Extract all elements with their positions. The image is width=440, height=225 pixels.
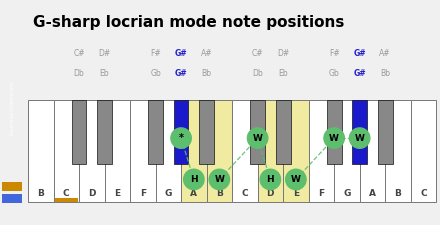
Circle shape <box>209 169 230 190</box>
Text: E: E <box>114 189 121 198</box>
Bar <box>148 100 163 164</box>
Text: basicmusictheory.com: basicmusictheory.com <box>10 81 15 135</box>
Text: H: H <box>190 175 198 184</box>
Text: H: H <box>267 175 274 184</box>
Text: Bb: Bb <box>202 69 212 78</box>
Text: G: G <box>165 189 172 198</box>
Text: Bb: Bb <box>380 69 390 78</box>
Bar <box>174 100 188 164</box>
Text: G#: G# <box>353 49 366 58</box>
Bar <box>79 100 105 202</box>
Text: W: W <box>355 134 365 143</box>
Bar <box>207 100 232 202</box>
Bar <box>283 100 308 202</box>
Bar <box>72 100 86 164</box>
Bar <box>359 100 385 202</box>
Text: W: W <box>329 134 339 143</box>
Text: G-sharp locrian mode note positions: G-sharp locrian mode note positions <box>33 15 344 30</box>
Bar <box>28 100 54 202</box>
Text: B: B <box>37 189 44 198</box>
Text: *: * <box>179 133 183 143</box>
Bar <box>97 100 112 164</box>
Bar <box>232 100 257 202</box>
Text: W: W <box>291 175 301 184</box>
Text: D#: D# <box>277 49 289 58</box>
Circle shape <box>247 128 268 148</box>
Circle shape <box>349 128 370 148</box>
Text: Db: Db <box>73 69 84 78</box>
Text: Eb: Eb <box>100 69 110 78</box>
Text: F#: F# <box>329 49 340 58</box>
Text: G#: G# <box>175 69 187 78</box>
Text: B: B <box>395 189 401 198</box>
Bar <box>181 100 207 202</box>
Text: A#: A# <box>379 49 391 58</box>
Bar <box>411 100 436 202</box>
Text: Db: Db <box>252 69 263 78</box>
Text: G#: G# <box>353 69 366 78</box>
Bar <box>54 100 79 202</box>
Bar <box>105 100 130 202</box>
Bar <box>130 100 156 202</box>
Text: F: F <box>318 189 324 198</box>
Text: Eb: Eb <box>279 69 288 78</box>
Text: C: C <box>420 189 427 198</box>
Text: A: A <box>369 189 376 198</box>
Bar <box>352 100 367 164</box>
Bar <box>308 100 334 202</box>
Bar <box>55 198 78 202</box>
Bar <box>378 100 392 164</box>
Text: Gb: Gb <box>329 69 340 78</box>
Bar <box>327 100 341 164</box>
Circle shape <box>183 169 204 190</box>
Circle shape <box>324 128 345 148</box>
Text: F: F <box>140 189 146 198</box>
Text: C: C <box>242 189 248 198</box>
Text: G: G <box>343 189 351 198</box>
Text: A: A <box>191 189 197 198</box>
Text: B: B <box>216 189 223 198</box>
Bar <box>385 100 411 202</box>
Bar <box>257 100 283 202</box>
Circle shape <box>171 128 191 148</box>
Text: Gb: Gb <box>150 69 161 78</box>
Text: W: W <box>214 175 224 184</box>
Bar <box>199 100 214 164</box>
Text: G#: G# <box>175 49 187 58</box>
Text: A#: A# <box>201 49 213 58</box>
Bar <box>3 194 22 202</box>
Circle shape <box>260 169 281 190</box>
Text: C#: C# <box>73 49 85 58</box>
Text: C: C <box>63 189 70 198</box>
Text: D: D <box>267 189 274 198</box>
Bar <box>276 100 290 164</box>
Text: C#: C# <box>252 49 264 58</box>
Text: D: D <box>88 189 95 198</box>
Text: F#: F# <box>150 49 161 58</box>
Text: E: E <box>293 189 299 198</box>
Bar <box>3 182 22 191</box>
Circle shape <box>286 169 306 190</box>
Bar <box>250 100 265 164</box>
Bar <box>156 100 181 202</box>
Text: W: W <box>253 134 263 143</box>
Bar <box>334 100 359 202</box>
Text: D#: D# <box>99 49 111 58</box>
